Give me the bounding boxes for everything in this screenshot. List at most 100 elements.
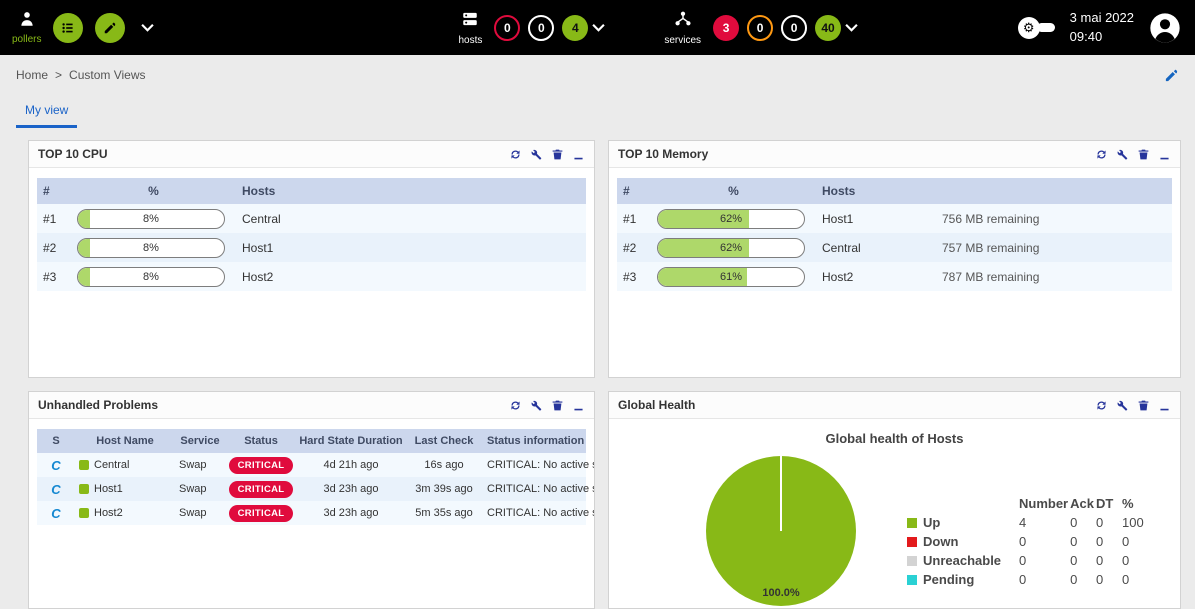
tab-my-view[interactable]: My view (16, 97, 78, 128)
pie-percentage-label: 100.0% (762, 587, 800, 599)
panel-header: Unhandled Problems (29, 392, 594, 419)
duration-cell: 3d 23h ago (323, 483, 379, 495)
host-link[interactable]: Host1 (94, 483, 123, 495)
legend-dt: 0 (1095, 572, 1104, 587)
pollers-menu[interactable]: pollers (12, 10, 41, 45)
refresh-icon[interactable] (1095, 148, 1108, 161)
host-link[interactable]: Central (94, 459, 130, 471)
legend-label: Up (923, 515, 941, 530)
table-row[interactable]: C Host1 Swap CRITICAL 3d 23h ago 3m 39s … (37, 477, 594, 501)
wrench-icon[interactable] (530, 148, 543, 161)
panel-top10-cpu: TOP 10 CPU # % Hosts #1 8% (28, 140, 595, 378)
status-info-cell: CRITICAL: No active swap (487, 507, 594, 519)
table-row: #1 8% Central (37, 204, 586, 233)
progress-fill (78, 267, 90, 286)
services-critical-badge[interactable]: 3 (713, 14, 740, 41)
trash-icon[interactable] (1137, 148, 1150, 161)
hosts-menu[interactable]: hosts (458, 10, 482, 46)
trash-icon[interactable] (551, 148, 564, 161)
usage-bar-cell: 8% (71, 204, 236, 233)
time-text: 09:40 (1069, 28, 1103, 44)
legend-number: 4 (1019, 515, 1027, 530)
breadcrumb-current[interactable]: Custom Views (69, 68, 146, 82)
legend-pct: 0 (1121, 572, 1130, 587)
legend-swatch-unreachable (907, 555, 917, 566)
hosts-expand-chevron[interactable] (588, 15, 609, 41)
hosts-unreachable-badge[interactable]: 0 (528, 14, 555, 41)
services-menu[interactable]: services (664, 10, 701, 46)
table-row[interactable]: C Host2 Swap CRITICAL 3d 23h ago 5m 35s … (37, 501, 594, 525)
legend-ack: 0 (1070, 534, 1078, 549)
service-link[interactable]: Swap (179, 483, 207, 495)
table-header: # % Hosts (37, 178, 586, 204)
pollers-label: pollers (12, 34, 42, 45)
wrench-icon[interactable] (1116, 399, 1129, 412)
trash-icon[interactable] (1137, 399, 1150, 412)
host-link[interactable]: Central (242, 211, 281, 226)
usage-bar-cell: 8% (71, 233, 236, 262)
panel-actions (509, 399, 585, 412)
services-ok-badge[interactable]: 40 (815, 14, 842, 41)
progress-label: 62% (719, 241, 743, 254)
duration-cell: 3d 23h ago (323, 507, 379, 519)
col-last-check: Last Check (414, 435, 474, 447)
legend-dt: 0 (1095, 553, 1104, 568)
table-row: #3 8% Host2 (37, 262, 586, 291)
centreon-logo-icon: C (51, 505, 61, 521)
panel-title: Unhandled Problems (38, 398, 159, 412)
service-link[interactable]: Swap (179, 507, 207, 519)
services-expand-chevron[interactable] (841, 15, 862, 41)
pollers-expand-chevron[interactable] (137, 15, 158, 41)
poller-configuration-button[interactable] (95, 12, 126, 43)
minimize-icon[interactable] (572, 399, 585, 412)
settings-toggle[interactable]: ⚙ (1017, 16, 1055, 39)
refresh-icon[interactable] (509, 148, 522, 161)
services-unknown-badge[interactable]: 0 (781, 14, 808, 41)
table-row[interactable]: C Central Swap CRITICAL 4d 21h ago 16s a… (37, 453, 594, 477)
host-link[interactable]: Host1 (822, 211, 854, 226)
progress-bar: 8% (77, 266, 225, 287)
host-link[interactable]: Central (822, 240, 861, 255)
col-s: S (52, 435, 60, 447)
hosts-down-badge[interactable]: 0 (494, 14, 521, 41)
wrench-icon[interactable] (1116, 148, 1129, 161)
service-link[interactable]: Swap (179, 459, 207, 471)
progress-label: 61% (719, 270, 743, 283)
trash-icon[interactable] (551, 399, 564, 412)
status-cell: CRITICAL (225, 477, 297, 501)
hosts-up-badge[interactable]: 4 (562, 14, 589, 41)
chevron-down-icon (141, 19, 155, 37)
host-link[interactable]: Host1 (242, 240, 274, 255)
col-status-info: Status information (487, 435, 585, 447)
rank-cell: #1 (43, 211, 57, 226)
panel-actions (1095, 399, 1171, 412)
rank-cell: #2 (43, 240, 57, 255)
services-warning-badge[interactable]: 0 (747, 14, 774, 41)
refresh-icon[interactable] (509, 399, 522, 412)
table-row: #2 8% Host1 (37, 233, 586, 262)
breadcrumb-home[interactable]: Home (16, 68, 49, 82)
panel-title: Global Health (618, 398, 696, 412)
problems-table: S Host Name Service Status Hard State Du… (37, 429, 594, 525)
minimize-icon[interactable] (572, 148, 585, 161)
legend-col-ack: Ack (1070, 496, 1094, 511)
chevron-down-icon (592, 19, 606, 37)
edit-view-button[interactable] (1164, 68, 1179, 83)
topbar-left: pollers (0, 10, 158, 45)
minimize-icon[interactable] (1158, 399, 1171, 412)
chart-title: Global health of Hosts (825, 431, 964, 446)
toggle-track (1036, 23, 1055, 32)
progress-bar: 8% (77, 208, 225, 229)
legend-swatch-pending (907, 574, 917, 585)
user-avatar[interactable] (1149, 12, 1181, 44)
host-link[interactable]: Host2 (94, 507, 123, 519)
host-link[interactable]: Host2 (242, 269, 274, 284)
poller-list-button[interactable] (53, 12, 84, 43)
legend-swatch-down (907, 536, 917, 547)
minimize-icon[interactable] (1158, 148, 1171, 161)
view-tabs: My view (0, 95, 1195, 128)
host-link[interactable]: Host2 (822, 269, 854, 284)
wrench-icon[interactable] (530, 399, 543, 412)
table-row: #2 62% Central 757 MB remaining (617, 233, 1172, 262)
refresh-icon[interactable] (1095, 399, 1108, 412)
